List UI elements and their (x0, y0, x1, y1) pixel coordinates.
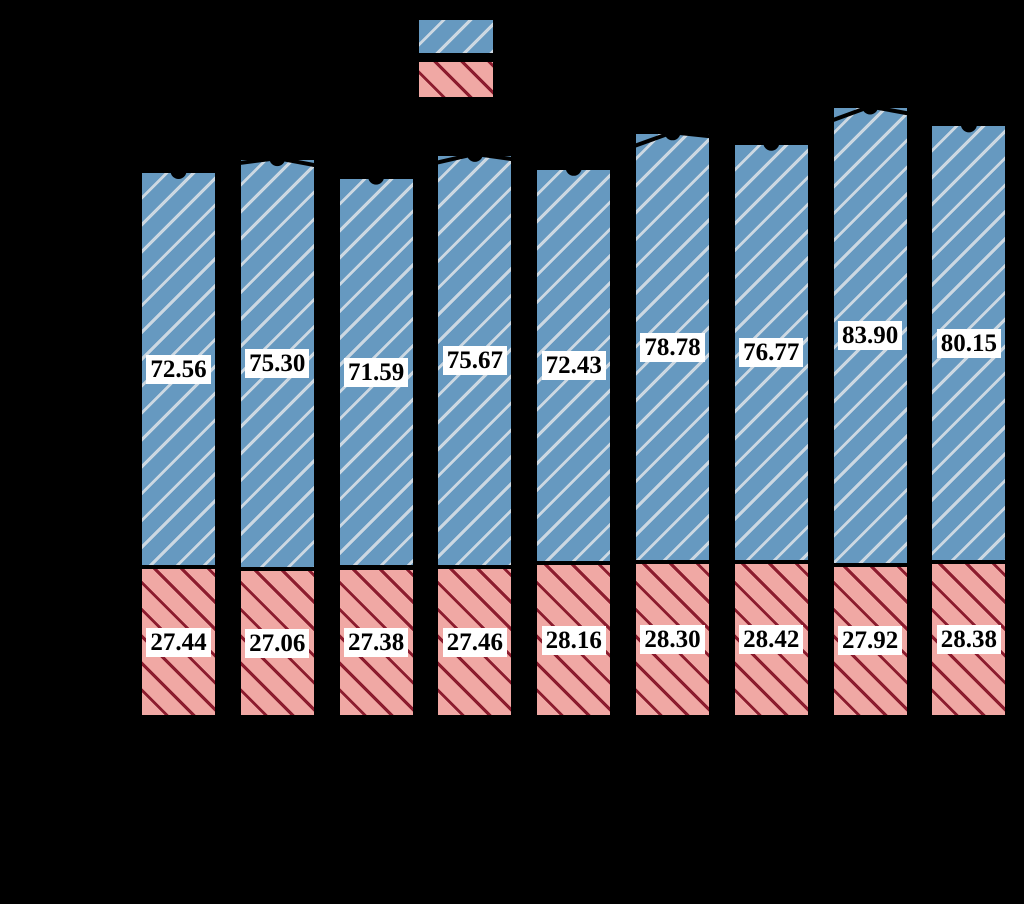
bar-value-label-red: 27.06 (245, 628, 310, 658)
bar-segment-blue: 71.59 (337, 176, 415, 568)
bar-segment-red: 27.38 (337, 567, 415, 717)
bar-value-label-red: 28.38 (936, 625, 1002, 654)
bar-value-label-blue: 75.30 (245, 349, 310, 379)
bar-segment-red: 27.92 (831, 564, 909, 717)
bar-segment-blue: 80.15 (930, 124, 1008, 563)
bar-value-label-red: 27.92 (837, 626, 903, 656)
bar-value-label-red: 28.30 (640, 625, 705, 655)
bar-segment-blue: 76.77 (732, 142, 810, 562)
bar-value-label-blue: 72.43 (541, 350, 606, 380)
bar-segment-blue: 75.67 (436, 153, 514, 568)
bar-value-label-blue: 78.78 (640, 332, 705, 362)
bar-segment-blue: 83.90 (831, 106, 909, 565)
bar-value-label-red: 27.44 (146, 627, 211, 657)
bar-segment-blue: 78.78 (634, 132, 711, 563)
bar-value-label-red: 27.38 (343, 627, 409, 657)
bar-segment-blue: 75.30 (238, 158, 316, 570)
bar-segment-red: 28.16 (535, 563, 613, 717)
legend-swatch-red (419, 62, 493, 97)
bar-segment-red: 27.46 (436, 567, 514, 717)
bar-value-label-red: 28.16 (541, 625, 606, 655)
bar-segment-red: 27.06 (238, 569, 316, 717)
bar-value-label-blue: 71.59 (343, 357, 409, 387)
bar-segment-blue: 72.56 (140, 171, 217, 568)
bar-segment-red: 28.38 (930, 562, 1008, 717)
bar-value-label-blue: 83.90 (837, 321, 903, 350)
bar-value-label-blue: 75.67 (442, 345, 508, 375)
bar-value-label-red: 28.42 (739, 624, 804, 654)
bar-value-label-blue: 80.15 (936, 328, 1002, 358)
bar-value-label-red: 27.46 (442, 627, 508, 657)
bar-segment-red: 28.30 (634, 562, 711, 717)
bar-segment-red: 28.42 (732, 561, 810, 717)
bar-value-label-blue: 76.77 (739, 337, 804, 367)
bar-segment-red: 27.44 (140, 567, 217, 717)
legend-swatch-blue (419, 20, 493, 53)
bar-value-label-blue: 72.56 (146, 354, 211, 384)
bar-segment-blue: 72.43 (535, 167, 613, 564)
